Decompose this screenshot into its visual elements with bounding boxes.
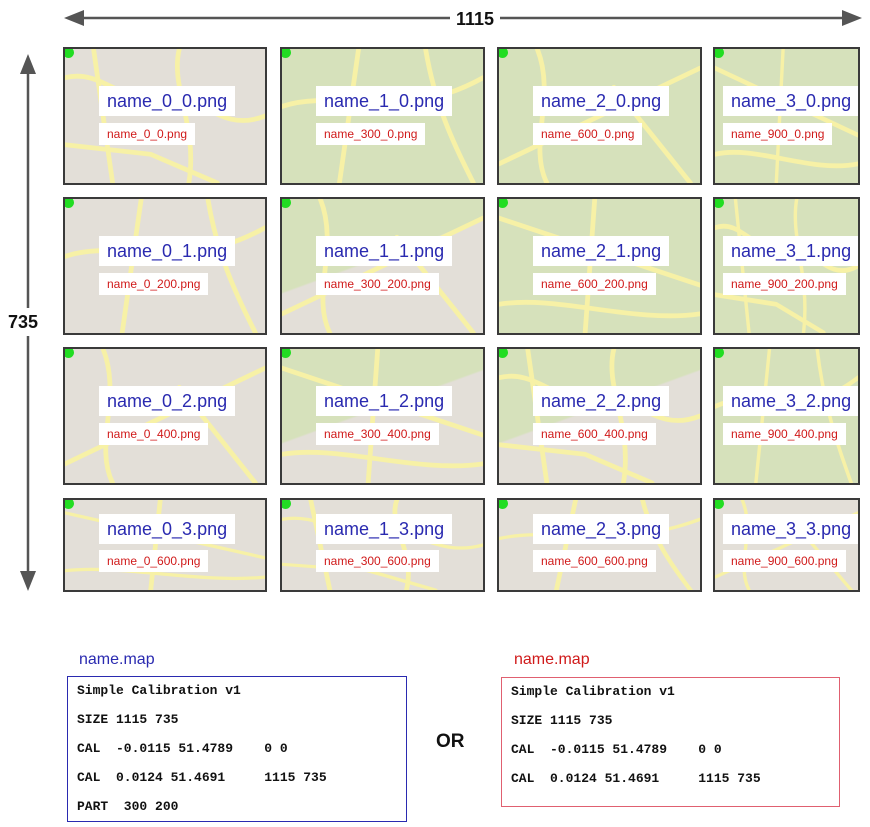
origin-marker-icon xyxy=(282,500,291,509)
tile-offset-label: name_300_0.png xyxy=(316,123,426,145)
map-tile: name_0_2.png name_0_400.png xyxy=(63,347,267,485)
map-file-left: Simple Calibration v1 SIZE 1115 735 CAL … xyxy=(67,676,407,822)
origin-marker-icon xyxy=(499,500,508,509)
map-line: CAL 0.0124 51.4691 1115 735 xyxy=(77,770,327,785)
tile-offset-label: name_600_400.png xyxy=(533,423,656,445)
tile-offset-label: name_0_400.png xyxy=(99,423,209,445)
map-line: Simple Calibration v1 xyxy=(77,683,241,698)
origin-marker-icon xyxy=(282,49,291,58)
tile-filename-label: name_2_2.png xyxy=(533,386,670,416)
tile-filename-label: name_1_2.png xyxy=(316,386,453,416)
origin-marker-icon xyxy=(65,49,74,58)
map-tile: name_3_3.png name_900_600.png xyxy=(713,498,860,592)
map-tile: name_2_1.png name_600_200.png xyxy=(497,197,702,335)
map-tile: name_1_2.png name_300_400.png xyxy=(280,347,485,485)
or-label: OR xyxy=(436,731,465,752)
tile-offset-label: name_900_0.png xyxy=(723,123,833,145)
road-lines xyxy=(282,199,483,333)
map-tile: name_0_3.png name_0_600.png xyxy=(63,498,267,592)
tile-filename-label: name_1_1.png xyxy=(316,236,453,266)
width-arrow-left-head xyxy=(64,10,84,26)
origin-marker-icon xyxy=(65,199,74,208)
tile-filename-label: name_2_1.png xyxy=(533,236,670,266)
road-lines xyxy=(65,199,265,333)
origin-marker-icon xyxy=(715,49,724,58)
map-line: SIZE 1115 735 xyxy=(77,712,179,727)
origin-marker-icon xyxy=(499,199,508,208)
map-line: CAL -0.0115 51.4789 0 0 xyxy=(511,742,722,757)
tile-offset-label: name_600_200.png xyxy=(533,273,656,295)
tile-offset-label: name_300_400.png xyxy=(316,423,439,445)
tile-filename-label: name_3_0.png xyxy=(723,86,858,116)
origin-marker-icon xyxy=(715,500,724,509)
tile-filename-label: name_0_1.png xyxy=(99,236,236,266)
road-lines xyxy=(499,349,700,483)
origin-marker-icon xyxy=(715,199,724,208)
map-file-title-right: name.map xyxy=(514,651,590,668)
road-lines xyxy=(715,349,858,483)
tile-filename-label: name_3_1.png xyxy=(723,236,858,266)
tile-filename-label: name_0_2.png xyxy=(99,386,236,416)
map-file-right: Simple Calibration v1 SIZE 1115 735 CAL … xyxy=(501,677,840,807)
map-tile: name_1_3.png name_300_600.png xyxy=(280,498,485,592)
tile-offset-label: name_900_600.png xyxy=(723,550,846,572)
origin-marker-icon xyxy=(282,199,291,208)
tile-offset-label: name_0_200.png xyxy=(99,273,209,295)
map-tile: name_3_1.png name_900_200.png xyxy=(713,197,860,335)
tile-offset-label: name_900_200.png xyxy=(723,273,846,295)
map-line: CAL -0.0115 51.4789 0 0 xyxy=(77,741,288,756)
tile-filename-label: name_0_3.png xyxy=(99,514,236,544)
map-tile: name_3_2.png name_900_400.png xyxy=(713,347,860,485)
tile-filename-label: name_2_0.png xyxy=(533,86,670,116)
width-label: 1115 xyxy=(450,9,501,29)
tile-filename-label: name_3_2.png xyxy=(723,386,858,416)
map-line: PART 300 200 xyxy=(77,799,179,814)
origin-marker-icon xyxy=(499,349,508,358)
origin-marker-icon xyxy=(65,349,74,358)
map-line: Simple Calibration v1 xyxy=(511,684,675,699)
tile-offset-label: name_0_600.png xyxy=(99,550,209,572)
origin-marker-icon xyxy=(282,349,291,358)
tile-filename-label: name_0_0.png xyxy=(99,86,236,116)
map-tile: name_1_1.png name_300_200.png xyxy=(280,197,485,335)
road-lines xyxy=(715,199,858,333)
road-lines xyxy=(65,349,265,483)
tile-offset-label: name_900_400.png xyxy=(723,423,846,445)
tile-offset-label: name_600_0.png xyxy=(533,123,643,145)
tile-offset-label: name_600_600.png xyxy=(533,550,656,572)
tile-filename-label: name_1_3.png xyxy=(316,514,453,544)
map-tile: name_3_0.png name_900_0.png xyxy=(713,47,860,185)
origin-marker-icon xyxy=(65,500,74,509)
map-line: CAL 0.0124 51.4691 1115 735 xyxy=(511,771,761,786)
height-arrow-top-head xyxy=(20,54,36,74)
road-lines xyxy=(715,49,858,183)
tile-filename-label: name_3_3.png xyxy=(723,514,858,544)
road-lines xyxy=(499,49,700,183)
tile-offset-label: name_300_200.png xyxy=(316,273,439,295)
map-tile: name_2_2.png name_600_400.png xyxy=(497,347,702,485)
origin-marker-icon xyxy=(499,49,508,58)
tile-offset-label: name_300_600.png xyxy=(316,550,439,572)
road-lines xyxy=(282,49,483,183)
map-tile: name_2_3.png name_600_600.png xyxy=(497,498,702,592)
map-tile: name_0_1.png name_0_200.png xyxy=(63,197,267,335)
tile-offset-label: name_0_0.png xyxy=(99,123,196,145)
width-arrow-right-head xyxy=(842,10,862,26)
road-lines xyxy=(65,49,265,183)
height-label: 735 xyxy=(8,308,39,336)
road-lines xyxy=(499,199,700,333)
map-tile: name_2_0.png name_600_0.png xyxy=(497,47,702,185)
tile-filename-label: name_2_3.png xyxy=(533,514,670,544)
road-lines xyxy=(282,349,483,483)
map-file-title-left: name.map xyxy=(79,651,155,668)
tile-filename-label: name_1_0.png xyxy=(316,86,453,116)
height-arrow-bottom-head xyxy=(20,571,36,591)
map-line: SIZE 1115 735 xyxy=(511,713,613,728)
map-tile: name_1_0.png name_300_0.png xyxy=(280,47,485,185)
origin-marker-icon xyxy=(715,349,724,358)
map-tile: name_0_0.png name_0_0.png xyxy=(63,47,267,185)
